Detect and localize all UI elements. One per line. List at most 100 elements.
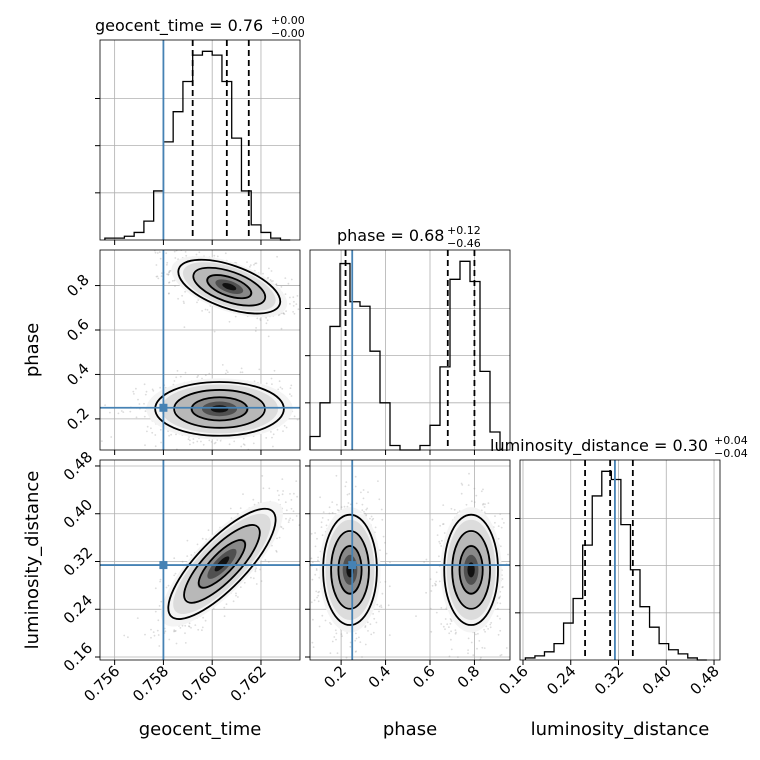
title-phase-plus: +0.12 xyxy=(447,224,481,237)
sample-point xyxy=(500,526,503,529)
sample-point xyxy=(285,509,288,512)
sample-point xyxy=(253,263,255,266)
sample-point xyxy=(366,621,369,624)
sample-point xyxy=(233,440,236,443)
panel-frame xyxy=(99,459,301,661)
sample-point xyxy=(324,619,327,622)
sample-point xyxy=(168,247,170,249)
xtick-label-phase: 0.4 xyxy=(365,662,395,692)
sample-point xyxy=(139,663,141,665)
sample-point xyxy=(444,628,446,631)
sample-point xyxy=(201,629,203,632)
contour-line xyxy=(451,530,491,610)
sample-point xyxy=(438,580,441,583)
sample-point xyxy=(306,482,308,484)
sample-point xyxy=(289,493,291,495)
sample-point xyxy=(281,387,284,390)
sample-point xyxy=(483,647,486,649)
sample-point xyxy=(179,375,182,378)
sample-point xyxy=(285,310,287,312)
sample-point xyxy=(346,505,349,508)
sample-point xyxy=(483,628,485,631)
sample-point xyxy=(170,433,173,436)
sample-point xyxy=(345,656,348,659)
sample-point xyxy=(450,630,452,633)
sample-point xyxy=(135,416,138,419)
sample-point xyxy=(255,567,258,570)
sample-point xyxy=(183,302,185,304)
xtick-label-phase: 0.2 xyxy=(320,662,350,692)
ytick-label-luminosity_distance: 0.48 xyxy=(60,448,96,484)
sample-point xyxy=(168,434,171,437)
sample-point xyxy=(369,517,371,520)
sample-point xyxy=(145,390,148,393)
sample-point xyxy=(168,270,171,272)
sample-point xyxy=(152,631,155,633)
sample-point xyxy=(317,556,319,559)
sample-point xyxy=(443,532,446,534)
sample-point xyxy=(111,246,113,248)
sample-point xyxy=(502,586,504,588)
sample-point xyxy=(354,639,357,642)
sample-point xyxy=(271,544,273,547)
sample-point xyxy=(250,576,252,579)
sample-point xyxy=(196,543,199,546)
sample-point xyxy=(282,527,285,530)
sample-point xyxy=(465,503,468,506)
sample-point xyxy=(127,636,129,639)
sample-point xyxy=(496,615,499,617)
sample-point xyxy=(361,503,364,506)
sample-point xyxy=(336,652,339,655)
sample-point xyxy=(151,431,154,434)
sample-point xyxy=(188,625,191,628)
sample-point xyxy=(355,502,358,505)
sample-point xyxy=(182,300,185,303)
xtick-label-luminosity_distance: 0.40 xyxy=(639,662,675,698)
sample-point xyxy=(335,474,338,477)
sample-point xyxy=(289,296,291,299)
sample-point xyxy=(276,428,279,431)
sample-point xyxy=(282,430,284,433)
sample-point xyxy=(208,372,211,375)
sample-point xyxy=(316,294,318,296)
sample-point xyxy=(226,371,229,373)
sample-point xyxy=(253,380,256,383)
sample-point xyxy=(497,633,500,636)
sample-point xyxy=(158,605,161,607)
sample-point xyxy=(290,499,293,501)
sample-point xyxy=(436,534,439,536)
sample-point xyxy=(194,624,197,626)
sample-point xyxy=(264,559,267,561)
xlabel-phase: phase xyxy=(383,719,437,740)
sample-point xyxy=(167,292,170,295)
sample-point xyxy=(275,551,278,553)
sample-point xyxy=(293,492,295,495)
sample-point xyxy=(367,491,369,494)
sample-point xyxy=(287,282,290,285)
title-luminosity-distance-minus: −0.04 xyxy=(714,447,748,460)
sample-point xyxy=(109,411,111,414)
sample-point xyxy=(470,641,473,644)
sample-point xyxy=(448,632,451,635)
sample-point xyxy=(271,436,273,439)
sample-point xyxy=(370,515,373,518)
sample-point xyxy=(104,404,106,407)
sample-point xyxy=(314,573,317,576)
sample-point xyxy=(311,578,314,581)
sample-point xyxy=(380,604,382,607)
sample-point xyxy=(184,290,187,293)
sample-point xyxy=(440,607,443,609)
ytick-label-luminosity_distance: 0.24 xyxy=(60,591,96,627)
sample-point xyxy=(378,605,381,608)
sample-point xyxy=(173,250,176,253)
ytick-label-luminosity_distance: 0.32 xyxy=(60,543,96,579)
sample-point xyxy=(301,491,303,493)
sample-point xyxy=(276,537,278,540)
sample-point xyxy=(276,255,278,258)
sample-point xyxy=(321,614,324,617)
sample-point xyxy=(196,376,199,379)
sample-point xyxy=(377,480,379,482)
sample-point xyxy=(163,627,166,630)
sample-point xyxy=(254,330,257,332)
sample-point xyxy=(296,295,299,297)
